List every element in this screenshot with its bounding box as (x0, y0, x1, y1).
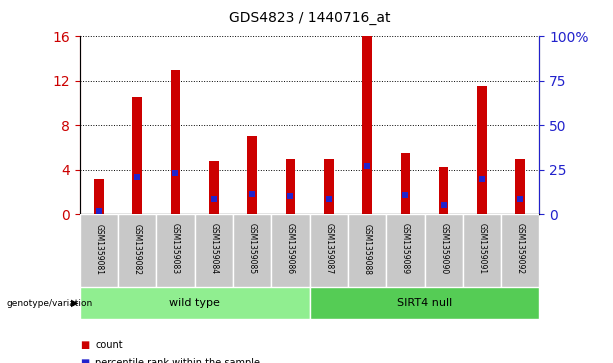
Text: GDS4823 / 1440716_at: GDS4823 / 1440716_at (229, 11, 390, 25)
Bar (516, 159, 525, 214)
Text: GSM1359086: GSM1359086 (286, 224, 295, 274)
Bar (170, 70, 180, 214)
Text: wild type: wild type (169, 298, 220, 308)
Bar (310, 214, 348, 287)
Text: GSM1359082: GSM1359082 (132, 224, 142, 274)
Bar (348, 214, 386, 287)
Bar (501, 214, 539, 287)
Text: count: count (95, 340, 123, 350)
Text: GSM1359091: GSM1359091 (478, 224, 487, 274)
Bar (477, 86, 487, 214)
Text: GSM1359084: GSM1359084 (209, 224, 218, 274)
Bar (310, 287, 539, 319)
Text: GSM1359081: GSM1359081 (94, 224, 104, 274)
Bar (271, 214, 310, 287)
Bar (195, 214, 233, 287)
Bar (80, 214, 118, 287)
Text: genotype/variation: genotype/variation (6, 299, 93, 307)
Text: ▶: ▶ (70, 298, 78, 308)
Text: GSM1359087: GSM1359087 (324, 224, 333, 274)
Bar (386, 214, 424, 287)
Bar (80, 287, 310, 319)
Text: GSM1359085: GSM1359085 (248, 224, 257, 274)
Bar (233, 214, 271, 287)
Bar (156, 214, 195, 287)
Bar (132, 97, 142, 214)
Text: SIRT4 null: SIRT4 null (397, 298, 452, 308)
Bar (362, 36, 372, 214)
Text: GSM1359083: GSM1359083 (171, 224, 180, 274)
Text: GSM1359090: GSM1359090 (439, 223, 448, 275)
Text: ■: ■ (80, 358, 89, 363)
Bar (118, 214, 156, 287)
Bar (424, 214, 463, 287)
Bar (286, 159, 295, 214)
Text: GSM1359089: GSM1359089 (401, 224, 410, 274)
Bar (209, 161, 219, 214)
Bar (247, 136, 257, 214)
Bar (400, 153, 410, 214)
Text: percentile rank within the sample: percentile rank within the sample (95, 358, 260, 363)
Bar (439, 167, 449, 214)
Bar (324, 159, 333, 214)
Text: GSM1359088: GSM1359088 (362, 224, 371, 274)
Text: GSM1359092: GSM1359092 (516, 224, 525, 274)
Text: ■: ■ (80, 340, 89, 350)
Bar (94, 179, 104, 214)
Bar (463, 214, 501, 287)
